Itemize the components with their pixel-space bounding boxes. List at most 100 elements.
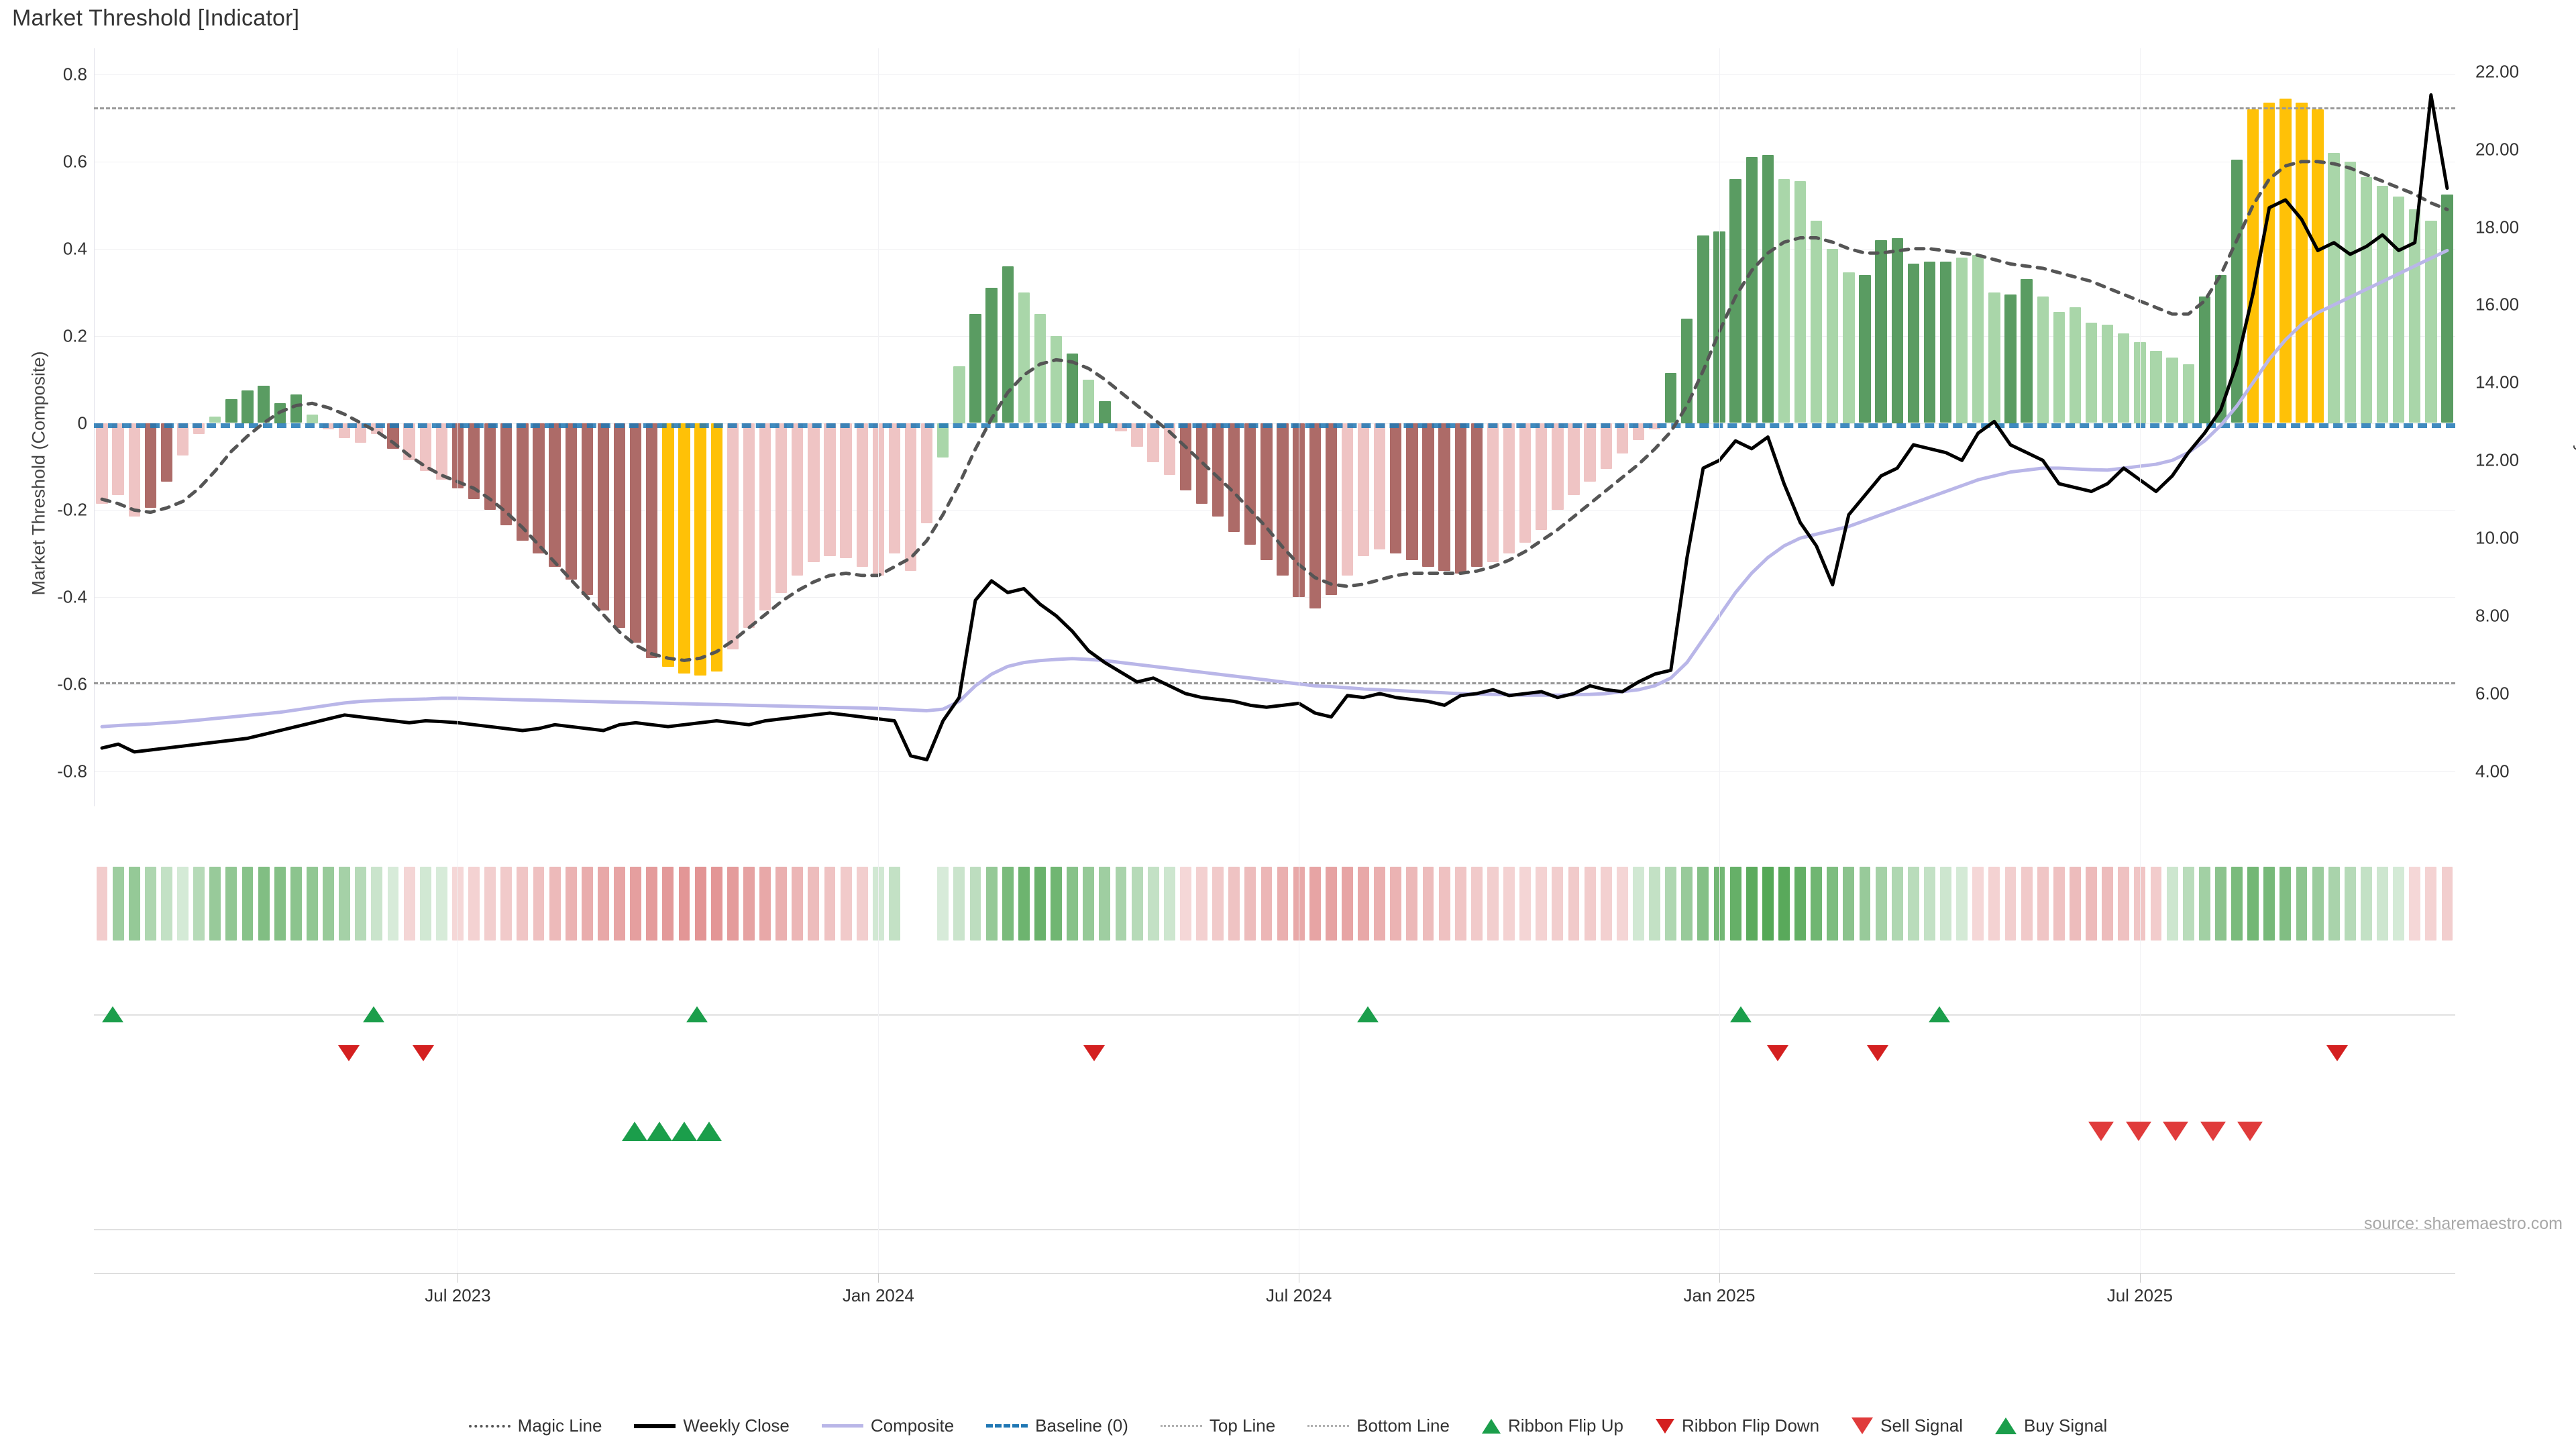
histogram-bar	[1066, 353, 1079, 423]
histogram-bar	[435, 423, 448, 480]
histogram-bar	[743, 423, 755, 628]
y-tick-label-right: 4.00	[2475, 761, 2510, 782]
ribbon-cell	[1859, 867, 1871, 941]
ribbon-cell	[323, 867, 335, 941]
ribbon-cell	[241, 867, 254, 941]
histogram-bar	[824, 423, 836, 556]
histogram-bar	[2101, 325, 2114, 423]
chart-line-overlay	[100, 93, 2449, 761]
buy-signal-marker	[672, 1122, 697, 1141]
ribbon-cell	[1454, 867, 1466, 941]
ribbon-cell	[517, 867, 529, 941]
ribbon-cell	[1487, 867, 1499, 941]
histogram-bar	[387, 423, 399, 449]
ribbon-cell	[1762, 867, 1774, 941]
histogram-bar	[629, 423, 642, 643]
ribbon-cell	[1600, 867, 1612, 941]
histogram-bar	[2198, 297, 2210, 423]
histogram-bar	[1843, 272, 1855, 423]
ribbon-cell	[1649, 867, 1660, 941]
histogram-bar	[1454, 423, 1466, 574]
y-tick-label-right: 22.00	[2475, 61, 2520, 82]
legend-label: Ribbon Flip Down	[1681, 1415, 1820, 1436]
ribbon-cell	[727, 867, 739, 941]
legend-item[interactable]: Ribbon Flip Down	[1655, 1415, 1820, 1436]
ribbon-cell	[2279, 867, 2292, 941]
legend-item[interactable]: Buy Signal	[1995, 1415, 2107, 1436]
ribbon-cell	[565, 867, 577, 941]
ribbon-flip-up-marker	[1729, 1006, 1752, 1022]
ribbon-cell	[2425, 867, 2437, 941]
ribbon-cell	[2247, 867, 2259, 941]
ribbon-cell	[339, 867, 351, 941]
ribbon-cell	[1746, 867, 1758, 941]
ribbon-cell	[1374, 867, 1386, 941]
histogram-bar	[775, 423, 788, 593]
ribbon-cell	[1018, 867, 1030, 941]
histogram-bar	[597, 423, 610, 610]
ribbon-cell	[1147, 867, 1159, 941]
ribbon-cell	[1924, 867, 1935, 941]
histogram-bar	[2118, 333, 2130, 423]
histogram-bar	[2085, 323, 2098, 423]
threshold-line-icon	[1307, 1425, 1350, 1427]
weekly-close-line	[100, 93, 2449, 761]
histogram-bar	[1212, 423, 1224, 517]
histogram-bar	[96, 423, 108, 504]
vertical-gridline	[878, 48, 879, 1273]
legend-item[interactable]: Composite	[821, 1415, 955, 1436]
ribbon-cell	[2021, 867, 2033, 941]
histogram-bar	[1422, 423, 1434, 567]
histogram-bar	[355, 423, 367, 443]
histogram-bar	[1179, 423, 1192, 491]
histogram-bar	[1907, 264, 1919, 423]
legend-item[interactable]: Magic Line	[468, 1415, 602, 1436]
histogram-bar	[1438, 423, 1450, 572]
legend-item[interactable]: Bottom Line	[1307, 1415, 1450, 1436]
histogram-bar	[1503, 423, 1515, 554]
ribbon-cell	[2182, 867, 2194, 941]
histogram-bar	[953, 366, 965, 423]
legend-label: Buy Signal	[2024, 1415, 2108, 1436]
y-tick-label-right: 8.00	[2475, 605, 2510, 626]
legend-item[interactable]: Weekly Close	[634, 1415, 790, 1436]
ribbon-cell	[1778, 867, 1790, 941]
histogram-bar	[969, 314, 981, 423]
ribbon-cell	[177, 867, 189, 941]
ribbon-cell	[96, 867, 108, 941]
histogram-bar	[1729, 178, 1741, 423]
y-tick-label: 0.6	[62, 151, 87, 172]
histogram-bar	[904, 423, 917, 572]
ribbon-cell	[468, 867, 480, 941]
histogram-bar	[2069, 307, 2082, 423]
ribbon-cell	[1794, 867, 1806, 941]
legend-item[interactable]: Top Line	[1160, 1415, 1275, 1436]
histogram-bar	[1374, 423, 1386, 549]
x-tick-label: Jan 2025	[1683, 1285, 1756, 1305]
histogram-bar	[225, 398, 237, 423]
legend-item[interactable]: Ribbon Flip Up	[1481, 1415, 1623, 1436]
ribbon-cell	[2296, 867, 2308, 941]
histogram-bar	[306, 414, 319, 423]
legend-label: Baseline (0)	[1035, 1415, 1128, 1436]
histogram-bar	[565, 423, 577, 580]
legend-item[interactable]: Sell Signal	[1851, 1415, 1963, 1436]
ribbon-cell	[2214, 867, 2226, 941]
histogram-bar	[2182, 364, 2194, 423]
ribbon-flip-down-marker	[412, 1045, 434, 1061]
ribbon-cell	[743, 867, 755, 941]
histogram-bar	[581, 423, 593, 596]
y-tick-label-right: 18.00	[2475, 217, 2520, 237]
ribbon-cell	[2150, 867, 2162, 941]
ribbon-cell	[1552, 867, 1564, 941]
legend-label: Composite	[870, 1415, 955, 1436]
ribbon-cell	[1438, 867, 1450, 941]
page-title: Market Threshold [Indicator]	[12, 5, 300, 31]
histogram-bar	[1891, 237, 1903, 423]
ribbon-cell	[419, 867, 431, 941]
histogram-bar	[484, 423, 496, 511]
legend-item[interactable]: Baseline (0)	[986, 1415, 1128, 1436]
ribbon-cell	[792, 867, 804, 941]
histogram-bar	[1228, 423, 1240, 532]
ribbon-cell	[209, 867, 221, 941]
